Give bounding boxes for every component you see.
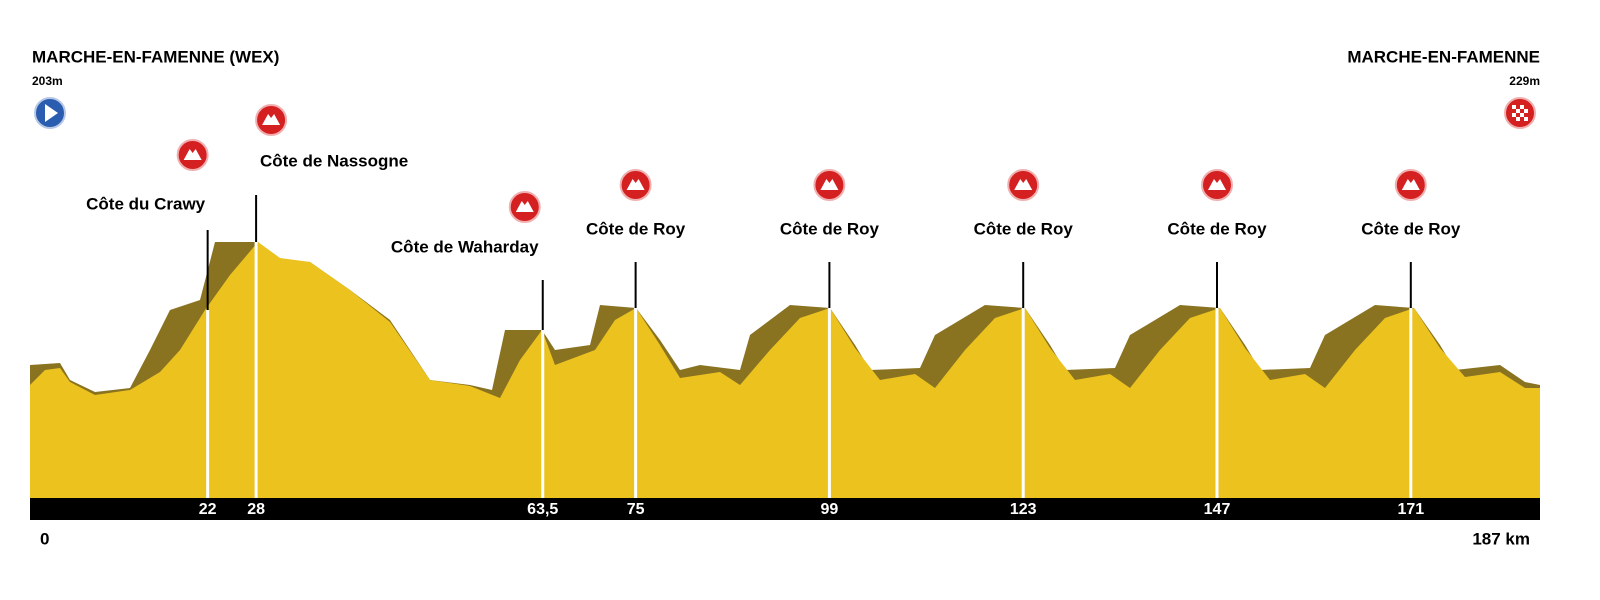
climb-icon-mountain: [1208, 179, 1227, 190]
climb-km: 171: [1397, 501, 1424, 518]
finish-name: MARCHE-EN-FAMENNE: [1347, 47, 1540, 66]
finish-altitude: 229m: [1509, 74, 1540, 88]
start-km: 0: [40, 529, 49, 548]
climb-icon-mountain: [515, 201, 534, 212]
climb-name: Côte de Nassogne: [260, 151, 408, 170]
climb-icon-mountain: [183, 149, 202, 160]
climb-name: Côte de Roy: [974, 219, 1074, 238]
climb-name: Côte de Roy: [1167, 219, 1267, 238]
climb-name: Côte du Crawy: [86, 194, 206, 213]
climb-name: Côte de Roy: [780, 219, 880, 238]
finish-km: 187 km: [1472, 529, 1530, 548]
climb-name: Côte de Roy: [1361, 219, 1461, 238]
start-altitude: 203m: [32, 74, 63, 88]
climb-name: Côte de Waharday: [391, 237, 539, 256]
km-bar: [30, 498, 1540, 520]
climb-km: 63,5: [527, 501, 558, 518]
climb-icon-mountain: [1401, 179, 1420, 190]
climb-km: 99: [821, 501, 839, 518]
climb-km: 75: [627, 501, 645, 518]
start-name: MARCHE-EN-FAMENNE (WEX): [32, 47, 279, 66]
climb-icon-mountain: [262, 114, 281, 125]
climb-icon-mountain: [820, 179, 839, 190]
finish-flag: [1512, 105, 1528, 121]
start-icon-arrow: [45, 104, 58, 122]
climb-km: 28: [247, 501, 265, 518]
climb-km: 123: [1010, 501, 1037, 518]
climb-icon-mountain: [626, 179, 645, 190]
climb-km: 22: [199, 501, 217, 518]
climb-name: Côte de Roy: [586, 219, 686, 238]
climb-icon-mountain: [1014, 179, 1033, 190]
profile: [30, 242, 1540, 498]
climb-km: 147: [1204, 501, 1231, 518]
